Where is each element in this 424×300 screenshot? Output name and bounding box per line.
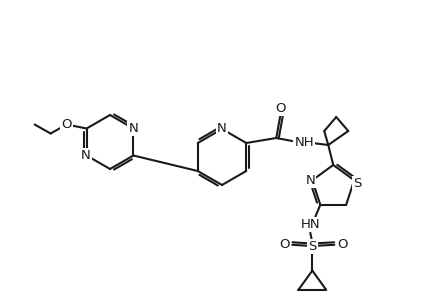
Text: O: O	[275, 101, 285, 115]
Text: N: N	[305, 174, 315, 187]
Text: N: N	[81, 149, 90, 162]
Text: O: O	[337, 238, 348, 251]
Text: O: O	[61, 118, 72, 131]
Text: O: O	[279, 238, 290, 251]
Text: N: N	[217, 122, 227, 136]
Text: S: S	[308, 240, 316, 253]
Text: S: S	[353, 177, 361, 190]
Text: NH: NH	[294, 136, 314, 149]
Text: HN: HN	[301, 218, 320, 231]
Text: N: N	[128, 122, 138, 135]
